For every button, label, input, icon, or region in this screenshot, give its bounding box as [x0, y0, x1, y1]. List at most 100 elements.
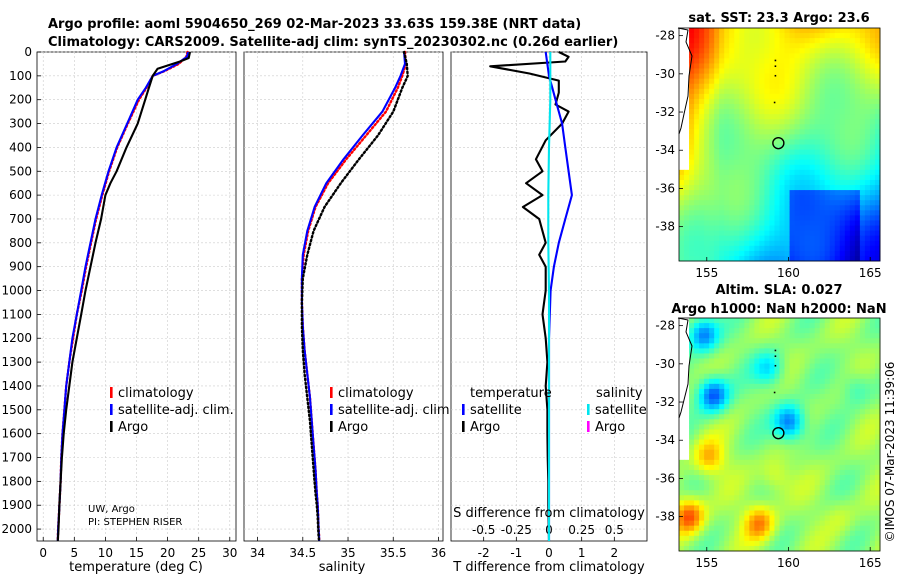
map-cell	[849, 68, 856, 74]
map-cell	[744, 404, 750, 410]
map-cell	[689, 200, 695, 206]
map-cell	[744, 169, 750, 176]
map-cell	[854, 464, 861, 471]
map-cell	[749, 48, 755, 54]
map-cell	[704, 144, 710, 150]
map-cell	[719, 515, 725, 522]
map-cell	[824, 545, 831, 552]
map-cell	[794, 103, 801, 110]
map-cell	[854, 368, 861, 375]
map-cell	[739, 545, 745, 552]
map-cell	[834, 225, 841, 232]
y-tick-label: 1000	[1, 284, 32, 298]
map-cell	[784, 358, 790, 364]
map-cell	[734, 520, 740, 527]
map-cell	[814, 348, 821, 354]
map-cell	[739, 185, 745, 191]
map-cell	[744, 353, 750, 359]
map-cell	[794, 429, 801, 435]
map-cell	[794, 393, 801, 400]
map-cell	[719, 434, 725, 440]
map-cell	[859, 98, 866, 105]
map-cell	[744, 250, 750, 257]
map-cell	[739, 363, 745, 370]
map-cell	[749, 318, 755, 324]
map-cell	[874, 250, 881, 257]
map-cell	[814, 328, 821, 334]
map-cell	[774, 373, 780, 380]
map-cell	[829, 220, 836, 226]
map-cell	[809, 43, 816, 49]
map-cell	[809, 323, 816, 329]
map-cell	[849, 404, 856, 410]
map-cell	[799, 129, 806, 135]
map-cell	[724, 235, 730, 242]
map-cell	[734, 454, 740, 461]
map-cell	[874, 119, 881, 125]
map-cell	[789, 215, 795, 221]
map-cell	[779, 449, 785, 456]
map-cell	[699, 424, 705, 430]
map-cell	[774, 235, 780, 242]
map-cell	[849, 38, 856, 44]
map-cell	[814, 174, 821, 181]
map-cell	[749, 114, 755, 120]
map-cell	[859, 240, 866, 247]
map-cell	[814, 200, 821, 206]
map-cell	[699, 28, 705, 34]
map-cell	[859, 210, 866, 216]
map-cell	[799, 449, 806, 456]
map-cell	[779, 149, 785, 156]
map-cell	[794, 93, 801, 100]
map-cell	[859, 139, 866, 145]
map-cell	[874, 414, 881, 420]
map-cell	[864, 388, 871, 395]
map-cell	[829, 88, 836, 95]
map-cell	[839, 454, 846, 461]
map-cell	[724, 318, 730, 324]
map-cell	[719, 240, 725, 247]
map-cell	[789, 98, 795, 105]
legend-swatch-t-satellite	[462, 404, 465, 415]
map-cell	[739, 323, 745, 329]
map-cell	[819, 328, 826, 334]
map-cell	[714, 378, 720, 385]
map-cell	[709, 58, 715, 64]
map-cell	[759, 490, 765, 496]
map-cell	[699, 154, 705, 161]
map-cell	[754, 129, 760, 135]
map-cell	[809, 429, 816, 435]
map-cell	[844, 419, 851, 425]
map-cell	[739, 114, 745, 120]
map-cell	[739, 139, 745, 145]
map-cell	[784, 230, 790, 237]
map-cell	[829, 535, 836, 542]
map-cell	[789, 535, 795, 542]
map-cell	[869, 439, 876, 446]
map-cell	[689, 388, 695, 395]
map-cell	[834, 33, 841, 39]
map-cell	[694, 139, 700, 145]
map-cell	[854, 28, 861, 34]
map-cell	[774, 464, 780, 471]
map-cell	[799, 250, 806, 257]
map-cell	[749, 200, 755, 206]
map-cell	[699, 429, 705, 435]
map-cell	[819, 475, 826, 481]
map-cell	[839, 220, 846, 226]
map-cell	[829, 240, 836, 247]
map-cell	[779, 215, 785, 221]
map-cell	[809, 225, 816, 232]
map-cell	[769, 103, 775, 110]
map-cell	[764, 505, 770, 511]
map-cell	[844, 393, 851, 400]
map-cell	[839, 250, 846, 257]
map-cell	[844, 139, 851, 145]
map-cell	[769, 399, 775, 405]
map-cell	[854, 404, 861, 410]
map-cell	[754, 195, 760, 201]
map-cell	[844, 245, 851, 252]
map-cell	[869, 33, 876, 39]
y-tick-label: 300	[9, 117, 32, 131]
map-cell	[844, 119, 851, 125]
